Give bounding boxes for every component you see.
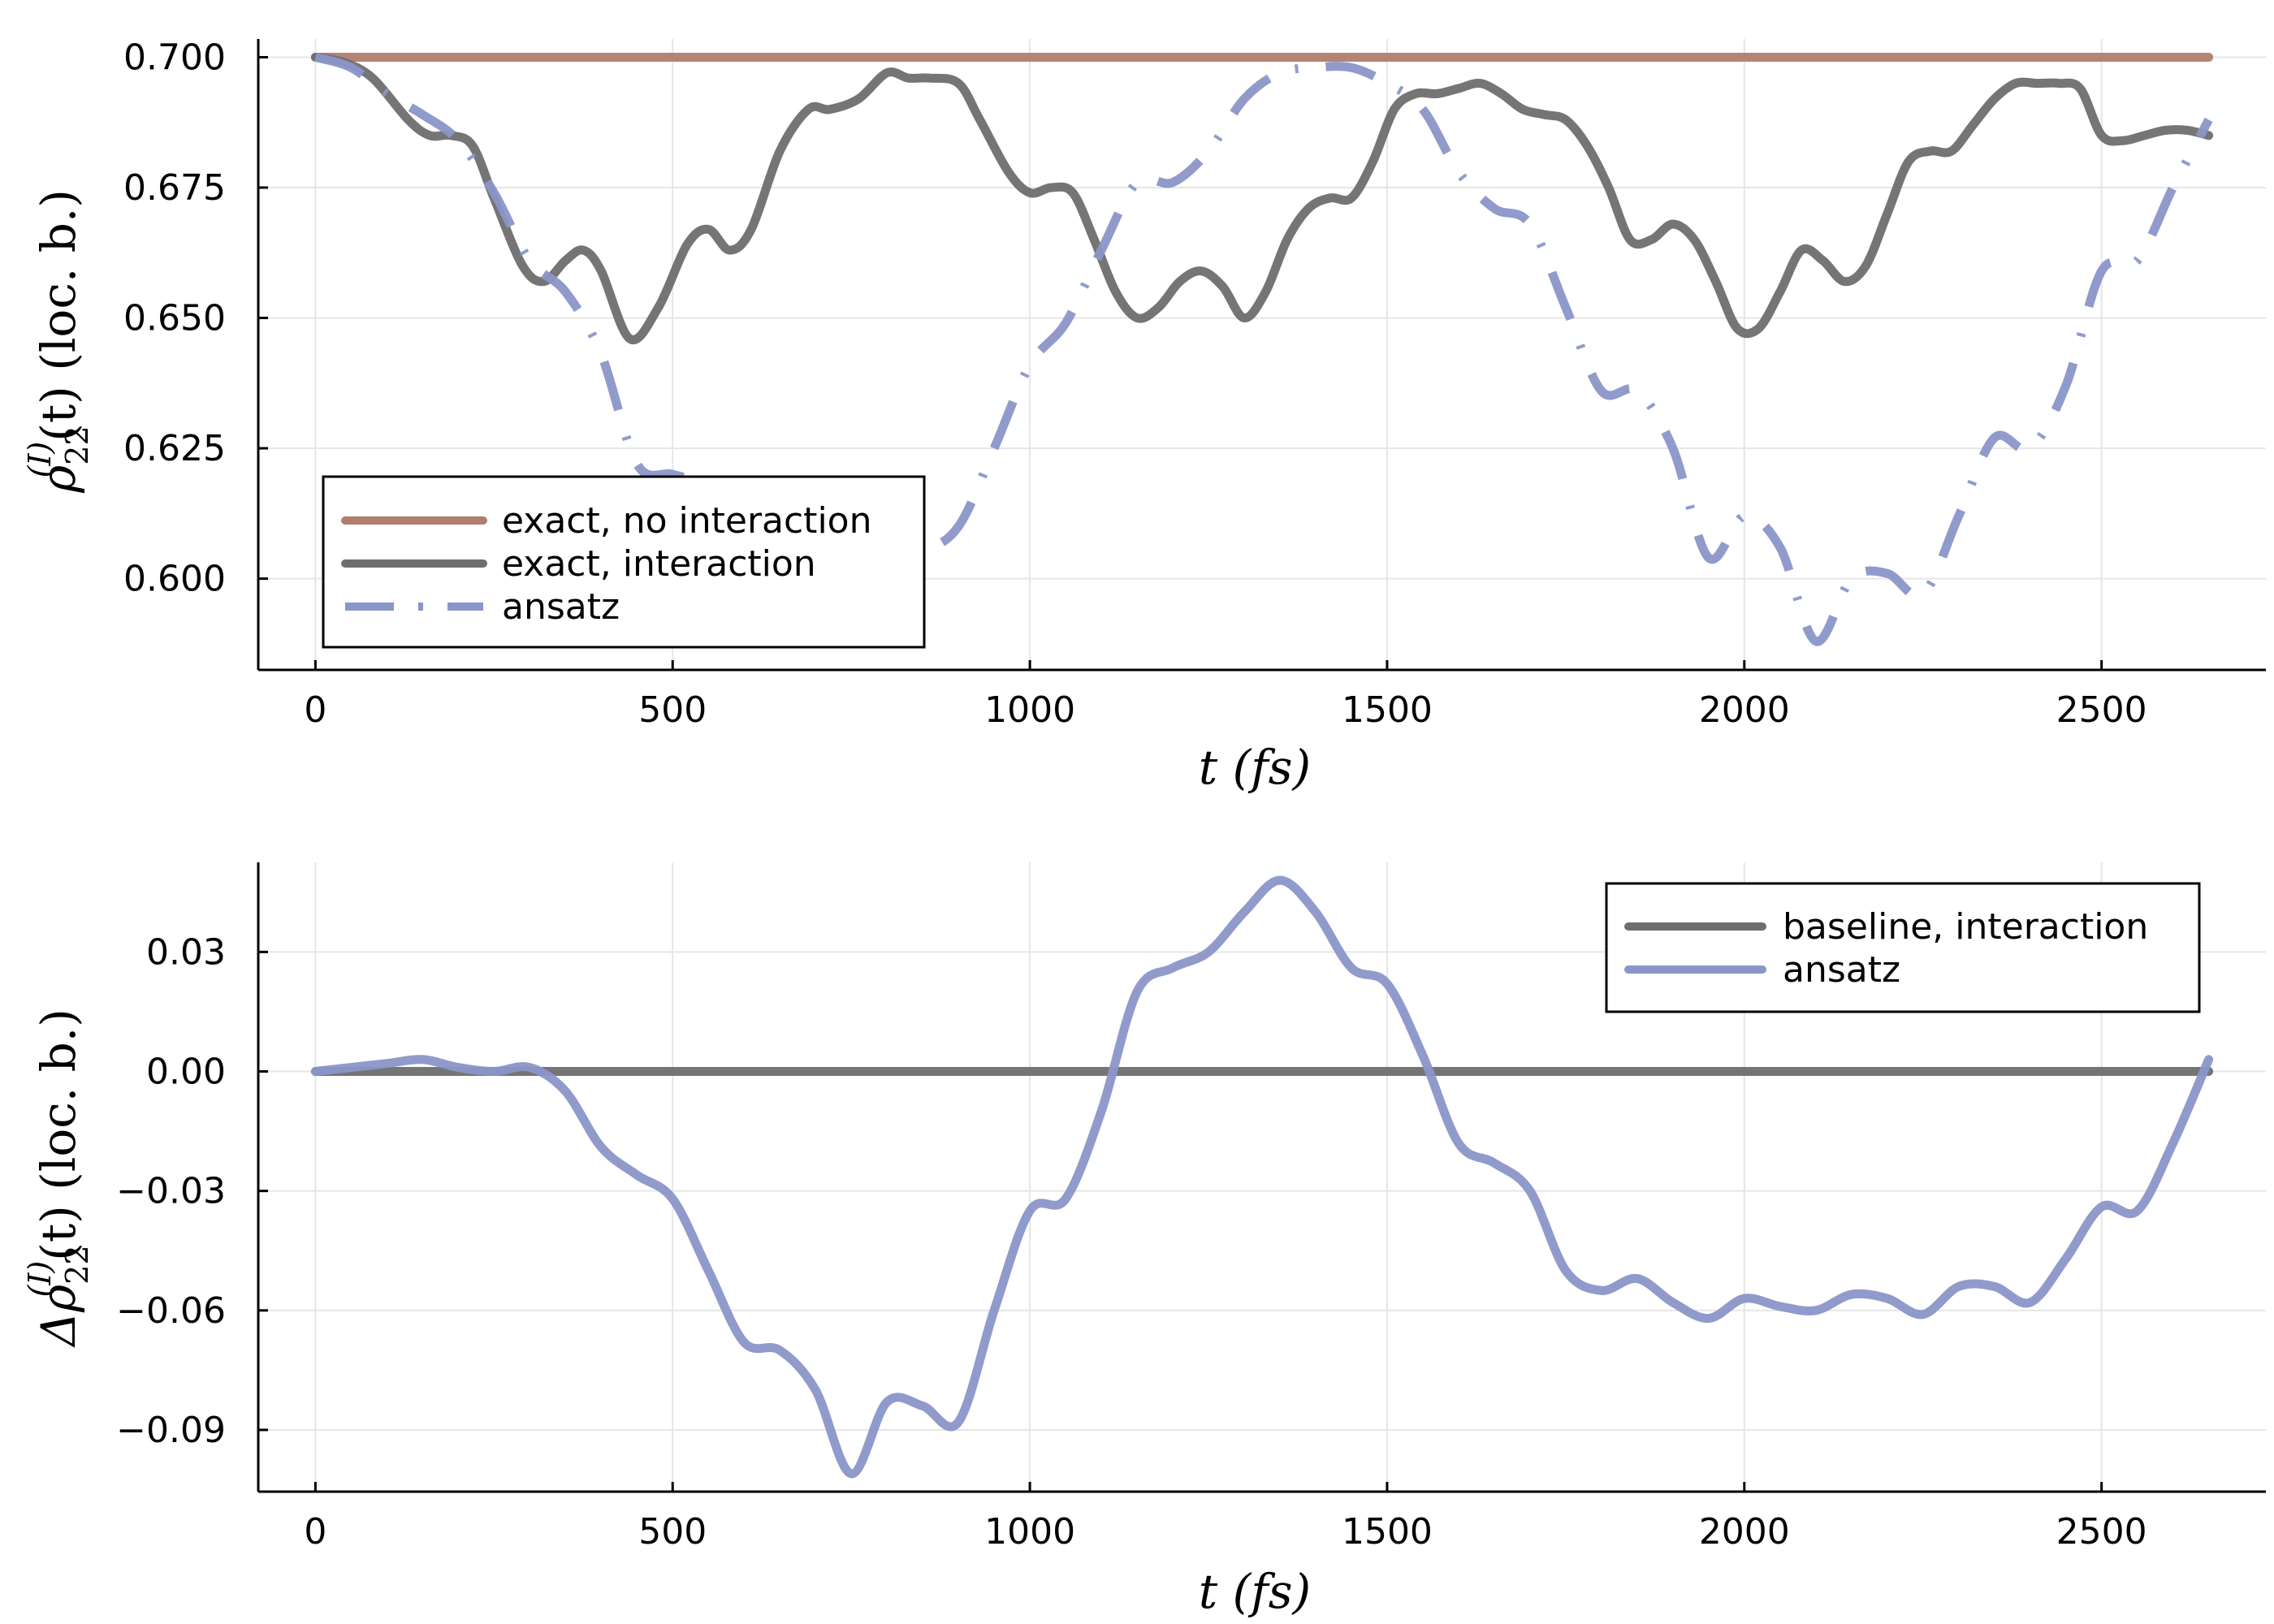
legend-entry-ansatz-bottom: ansatz (1624, 949, 1900, 991)
bottom-y-tick-label-2: −0.03 (116, 1171, 226, 1212)
top-x-tick-label-3: 1500 (1342, 689, 1433, 731)
bottom-legend-box (1605, 882, 2201, 1013)
bottom-series-ansatz-line (310, 875, 2214, 1479)
top-y-axis-label: ρ22(I)(t) (loc. b.) (22, 189, 95, 494)
bottom-y-tick-label-0: −0.09 (116, 1410, 226, 1451)
bottom-y-tick-label-1: −0.06 (116, 1290, 226, 1332)
legend-entry-exact-no-interaction: exact, no interaction (341, 500, 871, 542)
bottom-axes (257, 862, 2266, 1493)
top-series (310, 53, 2214, 646)
top-series-ansatz-line (313, 53, 2213, 646)
top-x-tick-label-5: 2500 (2056, 689, 2147, 731)
bottom-y-axis-label: Δρ22(I)(t) (loc. b.) (22, 1009, 95, 1348)
top-panel: 0 500 1000 1500 2000 2500 0.600 0.625 0.650 0.67… (22, 37, 2266, 795)
top-y-label-base: ρ (31, 465, 86, 494)
top-y-tick-label-1: 0.625 (123, 428, 226, 469)
bottom-x-tick-label-0: 0 (304, 1511, 326, 1553)
bottom-y-label-rest: (t) (loc. b.) (31, 1009, 86, 1261)
legend-entry-ansatz: ansatz (345, 586, 620, 628)
top-y-ticks: 0.600 0.625 0.650 0.675 0.700 (123, 37, 268, 600)
top-x-ticks: 0 500 1000 1500 2000 2500 (304, 660, 2147, 731)
bottom-x-tick-label-4: 2000 (1699, 1511, 1790, 1553)
top-x-tick-label-1: 500 (638, 689, 707, 731)
bottom-legend: baseline, interaction ansatz (1605, 882, 2201, 1013)
svg-text:ρ22(I)(t) (loc. b.): ρ22(I)(t) (loc. b.) (22, 189, 95, 494)
top-series-exact-interaction-line (310, 53, 2214, 344)
legend-label-ansatz: ansatz (502, 586, 620, 628)
legend-label-exact-no-interaction: exact, no interaction (502, 500, 871, 542)
top-y-tick-label-2: 0.650 (123, 298, 226, 339)
bottom-y-ticks: −0.09 −0.06 −0.03 0.00 0.03 (116, 931, 268, 1451)
bottom-panel: 0 500 1000 1500 2000 2500 −0.09 −0.06 −0.03 0.00… (22, 862, 2266, 1619)
bottom-y-tick-label-4: 0.03 (146, 931, 226, 973)
svg-text:Δρ22(I)(t) (loc. b.): Δρ22(I)(t) (loc. b.) (22, 1009, 95, 1348)
legend-label-exact-interaction: exact, interaction (502, 543, 816, 585)
legend-label-ansatz-bottom: ansatz (1783, 949, 1900, 991)
bottom-y-label-sup: (I) (22, 1261, 58, 1298)
top-y-label-rest: (t) (loc. b.) (31, 189, 86, 442)
bottom-y-label-base: Δρ (31, 1285, 86, 1348)
top-y-label-sup: (I) (22, 442, 58, 478)
bottom-x-ticks: 0 500 1000 1500 2000 2500 (304, 1482, 2147, 1553)
top-axes (257, 39, 2266, 672)
bottom-y-label-sub: 22 (59, 1245, 95, 1284)
top-x-axis-label: t (fs) (1199, 740, 1311, 795)
bottom-x-tick-label-3: 1500 (1342, 1511, 1433, 1553)
top-x-tick-label-0: 0 (304, 689, 326, 731)
bottom-x-axis-label: t (fs) (1199, 1564, 1311, 1619)
top-x-tick-label-4: 2000 (1699, 689, 1790, 731)
top-legend: exact, no interaction exact, interaction… (322, 475, 926, 649)
legend-entry-exact-interaction: exact, interaction (341, 543, 816, 585)
bottom-y-tick-label-3: 0.00 (146, 1052, 226, 1093)
top-x-tick-label-2: 1000 (984, 689, 1075, 731)
legend-label-baseline-interaction: baseline, interaction (1783, 906, 2148, 948)
top-y-tick-label-4: 0.700 (123, 37, 226, 78)
bottom-series (310, 875, 2214, 1479)
top-y-tick-label-3: 0.675 (123, 167, 226, 209)
top-y-tick-label-0: 0.600 (123, 559, 226, 600)
bottom-x-tick-label-1: 500 (638, 1511, 707, 1553)
top-y-label-sub: 22 (59, 425, 95, 464)
legend-entry-baseline-interaction: baseline, interaction (1624, 906, 2148, 948)
bottom-x-tick-label-2: 1000 (984, 1511, 1075, 1553)
bottom-x-tick-label-5: 2500 (2056, 1511, 2147, 1553)
